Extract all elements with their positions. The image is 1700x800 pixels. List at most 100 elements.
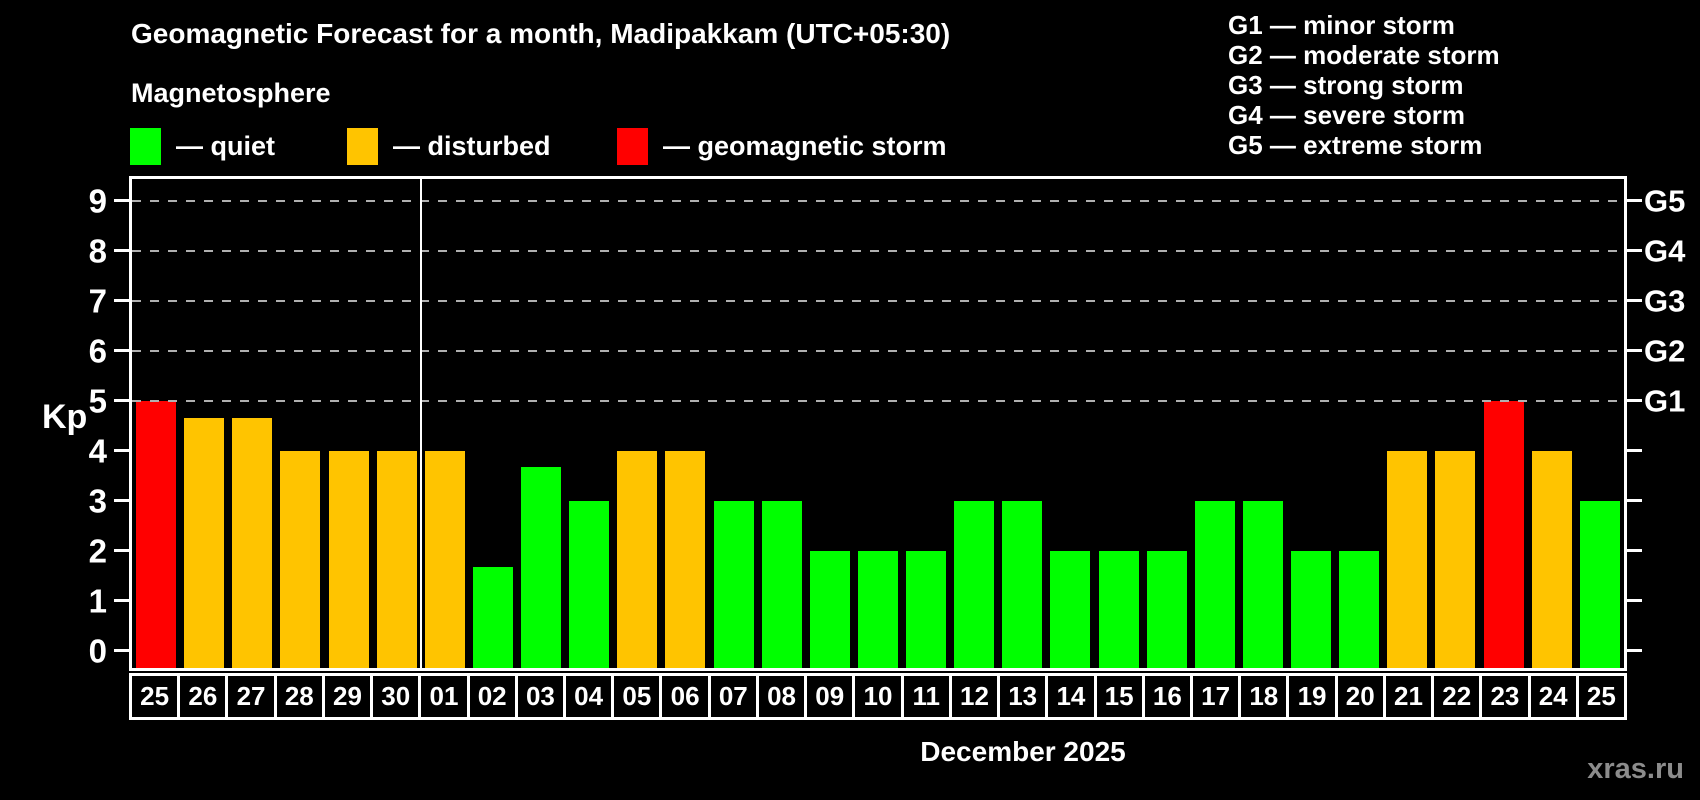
kp-bar-day-22 [1435,450,1476,668]
x-axis-title: December 2025 [920,736,1126,767]
day-label-11: 11 [903,676,949,717]
kp-bar-day-18 [1242,500,1283,668]
kp-bar-day-05 [617,450,658,668]
bar-slot-day-07 [710,179,758,668]
bar-slot-day-30 [373,179,421,668]
day-label-08: 08 [758,676,805,717]
g-scale-legend: G1 — minor storm G2 — moderate storm G3 — … [1228,10,1500,160]
day-label-12: 12 [951,676,998,717]
bar-slot-day-29 [325,179,373,668]
bar-slot-day-18 [1239,179,1287,668]
gridline-kp-8 [132,250,1624,253]
y-tick-label-0: 0 [88,632,107,670]
gridline-kp-9 [132,200,1624,203]
kp-bar-day-04 [569,500,610,668]
bar-slot-day-02 [469,179,517,668]
right-tick-1 [1627,598,1642,602]
bar-slot-day-17 [1191,179,1239,668]
right-tick-7 [1627,299,1642,303]
kp-bar-day-06 [665,450,706,668]
g-legend-line-2: G2 — moderate storm [1228,40,1500,70]
left-tick-2 [114,548,129,552]
bar-slot-day-28 [276,179,324,668]
kp-bar-day-14 [1050,550,1091,668]
g-level-label-G4: G4 [1644,233,1686,269]
bar-slot-day-24 [1528,179,1576,668]
left-tick-0 [114,648,129,652]
kp-bar-day-12 [954,500,995,668]
y-tick-label-8: 8 [88,232,107,270]
day-label-18: 18 [1241,676,1287,717]
kp-bar-day-19 [1291,550,1332,668]
right-tick-4 [1627,448,1642,452]
day-label-10: 10 [855,676,901,717]
bar-slot-day-26 [180,179,228,668]
bar-slot-day-11 [902,179,950,668]
right-tick-6 [1627,349,1642,353]
kp-bar-day-30 [376,450,417,668]
bar-slot-day-08 [758,179,806,668]
day-label-19: 19 [1289,676,1335,717]
legend-item-quiet: — quiet [130,126,275,166]
bar-slot-day-04 [565,179,613,668]
gridline-kp-7 [132,300,1624,303]
bar-slot-day-09 [806,179,854,668]
bar-slot-day-14 [1046,179,1094,668]
kp-bar-day-26 [184,417,225,668]
day-label-05: 05 [614,676,660,717]
day-label-09: 09 [807,676,853,717]
y-tick-label-7: 7 [88,282,107,320]
chart-subtitle: Magnetosphere [131,78,331,108]
kp-bar-day-20 [1339,550,1380,668]
y-tick-label-9: 9 [88,182,107,220]
watermark: xras.ru [1587,753,1684,785]
day-label-28: 28 [276,676,322,717]
kp-bar-day-03 [521,467,562,668]
y-tick-label-6: 6 [88,332,107,370]
day-label-13: 13 [1000,676,1046,717]
day-label-17: 17 [1192,676,1239,717]
bar-slot-day-19 [1287,179,1335,668]
left-tick-1 [114,598,129,602]
bar-slot-day-03 [517,179,565,668]
kp-bar-day-29 [328,450,369,668]
chart-title: Geomagnetic Forecast for a month, Madipa… [131,18,951,49]
right-tick-8 [1627,249,1642,253]
left-tick-9 [114,199,129,203]
bar-slot-day-12 [950,179,998,668]
bar-slot-day-05 [613,179,661,668]
y-tick-label-3: 3 [88,482,107,520]
day-label-16: 16 [1144,676,1190,717]
kp-bar-day-02 [472,567,513,668]
y-tick-label-2: 2 [88,532,107,570]
bar-slot-day-01 [421,179,469,668]
kp-bar-day-23 [1483,401,1524,668]
kp-bar-day-24 [1531,450,1572,668]
bar-slot-day-25 [1576,179,1624,668]
kp-bar-day-11 [906,550,947,668]
kp-bar-day-10 [857,550,898,668]
kp-bar-day-09 [809,550,850,668]
day-label-row: 25 26 27 28 29 30 01 02 03 04 05 06 07 08 09 10 11 12 13 14… [129,673,1627,720]
g-level-label-G3: G3 [1644,283,1686,319]
legend-item-storm: — geomagnetic storm [617,126,947,166]
month-separator-line [419,179,422,668]
y-tick-label-1: 1 [88,582,107,620]
kp-bar-day-28 [280,450,321,668]
bar-slot-day-20 [1335,179,1383,668]
left-tick-7 [114,299,129,303]
g-level-label-G1: G1 [1644,383,1686,419]
left-tick-6 [114,349,129,353]
g-legend-line-4: G4 — severe storm [1228,100,1466,130]
left-tick-4 [114,448,129,452]
kp-bar-day-08 [761,500,802,668]
day-label-02: 02 [469,676,515,717]
bar-slot-day-06 [661,179,709,668]
day-label-25: 25 [132,676,178,717]
gridline-kp-5 [132,400,1624,403]
kp-bar-day-17 [1194,500,1235,668]
day-label-01: 01 [421,676,467,717]
right-tick-9 [1627,199,1642,203]
day-label-27: 27 [228,676,274,717]
